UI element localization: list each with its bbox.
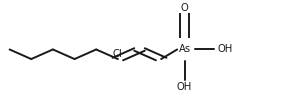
Text: As: As [179, 44, 191, 54]
Text: Cl: Cl [113, 49, 123, 59]
Text: OH: OH [217, 44, 232, 54]
Text: OH: OH [177, 82, 192, 92]
Text: O: O [181, 3, 188, 13]
